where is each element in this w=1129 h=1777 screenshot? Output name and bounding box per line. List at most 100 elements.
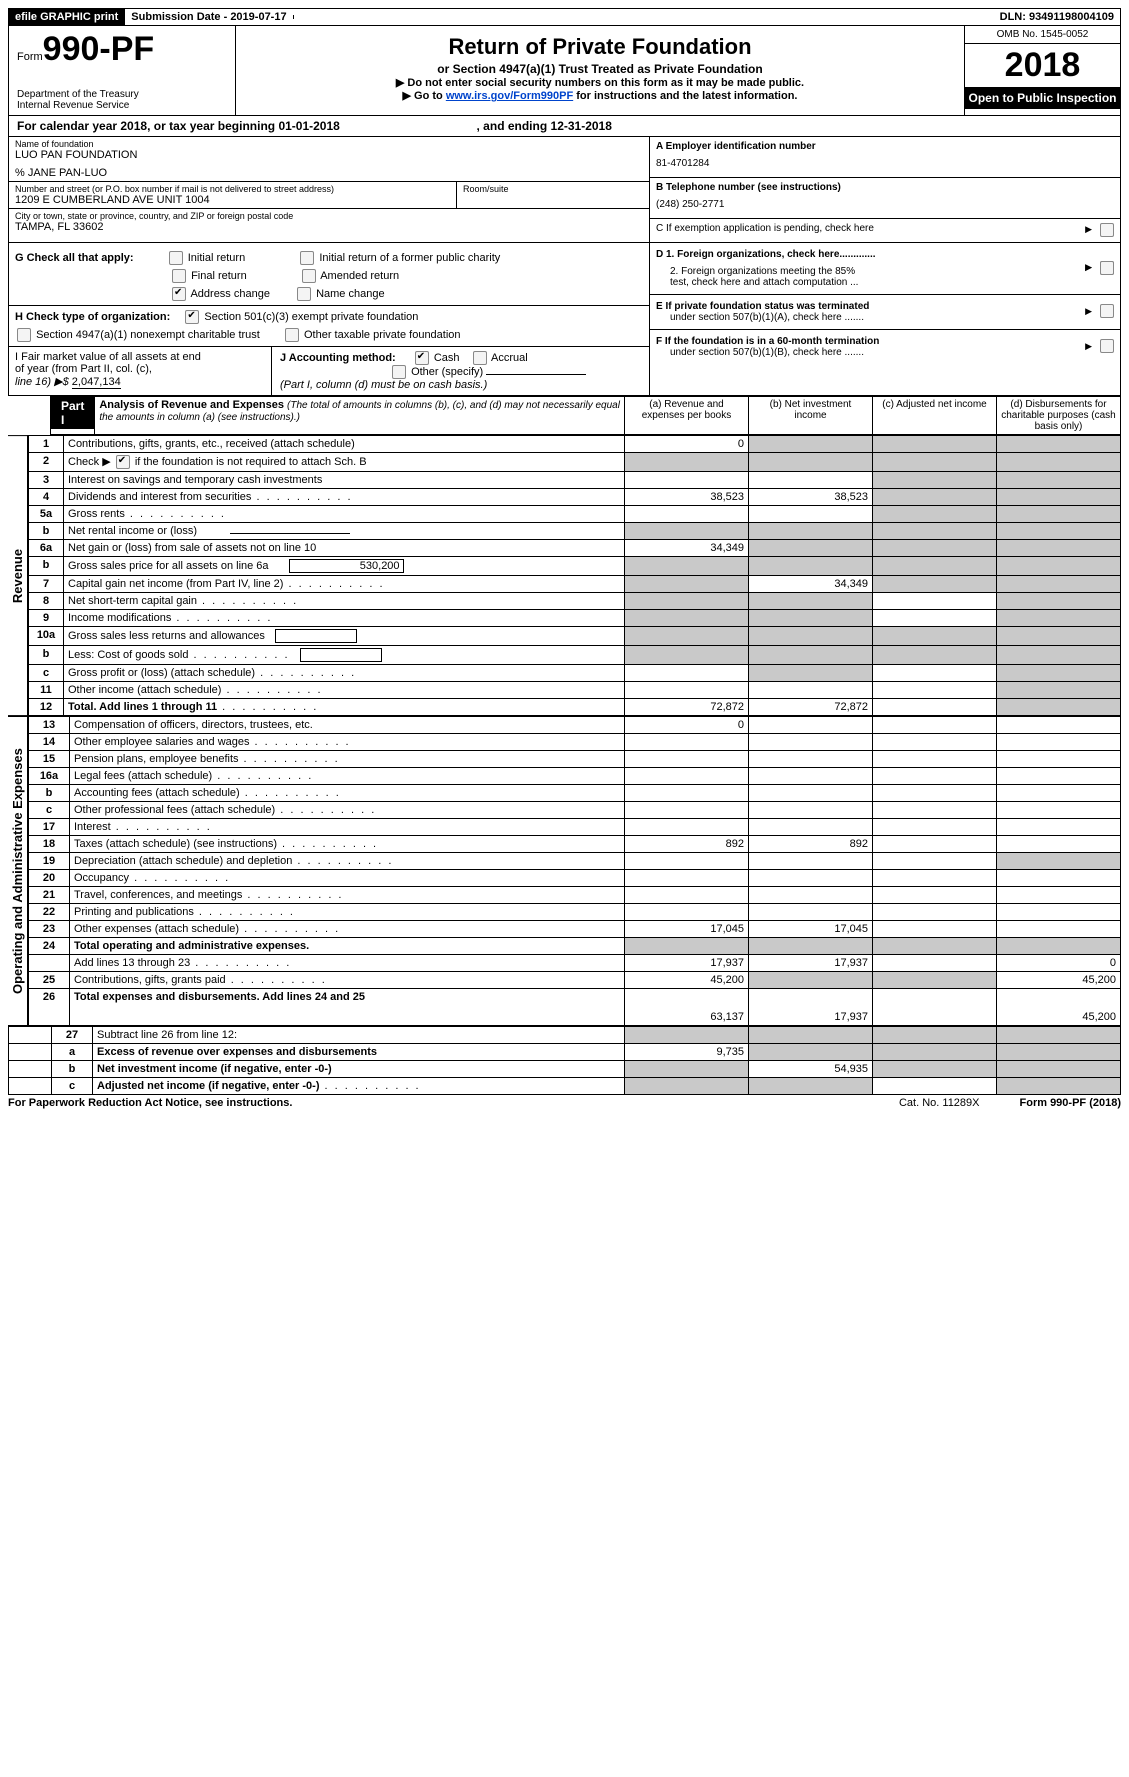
- h-4947-cb[interactable]: [17, 328, 31, 342]
- care-of: % JANE PAN-LUO: [15, 167, 643, 179]
- d: Capital gain net income (from Part IV, l…: [64, 576, 625, 593]
- d: Total expenses and disbursements. Add li…: [70, 989, 625, 1026]
- line27-table: 27Subtract line 26 from line 12: aExcess…: [8, 1026, 1121, 1095]
- ghij-right: D 1. Foreign organizations, check here..…: [649, 243, 1120, 395]
- g-initial-return-cb[interactable]: [169, 251, 183, 265]
- i-l1: I Fair market value of all assets at end: [15, 351, 265, 363]
- d: Net investment income (if negative, ente…: [93, 1061, 625, 1078]
- d: Occupancy: [70, 870, 625, 887]
- g-initial-former-cb[interactable]: [300, 251, 314, 265]
- ln: a: [52, 1044, 93, 1061]
- form-subtitle2: ▶ Do not enter social security numbers o…: [244, 76, 956, 89]
- d: Check ▶ if the foundation is not require…: [64, 453, 625, 472]
- b: 17,937: [749, 989, 873, 1026]
- j-cash-cb[interactable]: [415, 351, 429, 365]
- ln: 25: [29, 972, 70, 989]
- d: Pension plans, employee benefits: [70, 751, 625, 768]
- d: Excess of revenue over expenses and disb…: [93, 1044, 625, 1061]
- IJ-row: I Fair market value of all assets at end…: [9, 346, 649, 391]
- submission-date: Submission Date - 2019-07-17: [124, 9, 292, 25]
- box-D: D 1. Foreign organizations, check here..…: [650, 243, 1120, 295]
- ln: 20: [29, 870, 70, 887]
- h-opt2: Section 4947(a)(1) nonexempt charitable …: [36, 329, 260, 341]
- ln: 7: [29, 576, 64, 593]
- ln: 16a: [29, 768, 70, 785]
- g-address-change-cb[interactable]: [172, 287, 186, 301]
- irs-link[interactable]: www.irs.gov/Form990PF: [446, 90, 573, 102]
- J-block: J Accounting method: Cash Accrual Other …: [272, 351, 643, 391]
- g-opt2: Initial return of a former public charit…: [319, 252, 500, 264]
- d: Net gain or (loss) from sale of assets n…: [64, 540, 625, 557]
- d2-cb[interactable]: [1100, 261, 1114, 275]
- side-expenses: Operating and Administrative Expenses: [8, 716, 28, 1026]
- ln: 21: [29, 887, 70, 904]
- e1: E If private foundation status was termi…: [656, 301, 869, 312]
- d: Gross sales price for all assets on line…: [64, 557, 625, 576]
- d2a: 2. Foreign organizations meeting the 85%: [670, 266, 855, 277]
- j-label: J Accounting method:: [280, 352, 396, 364]
- ln: 15: [29, 751, 70, 768]
- b: 892: [749, 836, 873, 853]
- e-cb[interactable]: [1100, 304, 1114, 318]
- G-row2: Final return Amended return: [15, 269, 643, 283]
- d: Compensation of officers, directors, tru…: [70, 717, 625, 734]
- dept-treasury: Department of the Treasury: [17, 89, 227, 100]
- d: Gross rents: [64, 506, 625, 523]
- schb-cb[interactable]: [116, 455, 130, 469]
- ln: b: [29, 557, 64, 576]
- h-other-taxable-cb[interactable]: [285, 328, 299, 342]
- d: Net short-term capital gain: [64, 593, 625, 610]
- j-accrual-cb[interactable]: [473, 351, 487, 365]
- form-header: Form990-PF Department of the Treasury In…: [8, 26, 1121, 116]
- d: Other income (attach schedule): [64, 682, 625, 699]
- form-prefix: Form: [17, 51, 43, 63]
- a: 45,200: [625, 972, 749, 989]
- box-F: F If the foundation is in a 60-month ter…: [650, 330, 1120, 364]
- j-other-cb[interactable]: [392, 365, 406, 379]
- open-inspection: Open to Public Inspection: [965, 87, 1120, 109]
- g-opt3: Final return: [191, 270, 247, 282]
- ln: b: [52, 1061, 93, 1078]
- ghij-left: G Check all that apply: Initial return I…: [9, 243, 649, 395]
- ln: c: [29, 802, 70, 819]
- fmv-value: 2,047,134: [72, 376, 121, 389]
- b: 17,937: [749, 955, 873, 972]
- a: 38,523: [625, 489, 749, 506]
- d: Other employee salaries and wages: [70, 734, 625, 751]
- h-501c3-cb[interactable]: [185, 310, 199, 324]
- ln: 13: [29, 717, 70, 734]
- g-opt5: Address change: [190, 288, 270, 300]
- d: Taxes (attach schedule) (see instruction…: [70, 836, 625, 853]
- f-cb[interactable]: [1100, 339, 1114, 353]
- address-cell: Number and street (or P.O. box number if…: [9, 182, 649, 209]
- a: 9,735: [625, 1044, 749, 1061]
- g-name-change-cb[interactable]: [297, 287, 311, 301]
- G-row3: Address change Name change: [15, 287, 643, 301]
- form-subtitle1: or Section 4947(a)(1) Trust Treated as P…: [244, 62, 956, 76]
- expenses-section: Operating and Administrative Expenses 13…: [8, 716, 1121, 1026]
- ln: 22: [29, 904, 70, 921]
- ln: 2: [29, 453, 64, 472]
- d: Adjusted net income (if negative, enter …: [93, 1078, 625, 1095]
- part1-header-table: Part I Analysis of Revenue and Expenses …: [8, 396, 1121, 435]
- entity-info: Name of foundation LUO PAN FOUNDATION % …: [8, 137, 1121, 243]
- col-c: (c) Adjusted net income: [873, 397, 997, 435]
- d: Travel, conferences, and meetings: [70, 887, 625, 904]
- c-checkbox[interactable]: [1100, 223, 1114, 237]
- g-opt6: Name change: [316, 288, 385, 300]
- ln: b: [29, 523, 64, 540]
- a: 17,045: [625, 921, 749, 938]
- dd: 0: [997, 955, 1121, 972]
- i-l3: line 16) ▶$ 2,047,134: [15, 375, 265, 388]
- dln: DLN: 93491198004109: [994, 9, 1120, 25]
- d2b: test, check here and attach computation …: [670, 277, 858, 288]
- form-title: Return of Private Foundation: [244, 34, 956, 60]
- ln: 23: [29, 921, 70, 938]
- tax-year: 2018: [965, 44, 1120, 87]
- h-opt3: Other taxable private foundation: [304, 329, 461, 341]
- g-amended-cb[interactable]: [302, 269, 316, 283]
- ln: c: [52, 1078, 93, 1095]
- f2: under section 507(b)(1)(B), check here .…: [670, 347, 864, 358]
- d: Gross sales less returns and allowances: [64, 627, 625, 646]
- g-final-return-cb[interactable]: [172, 269, 186, 283]
